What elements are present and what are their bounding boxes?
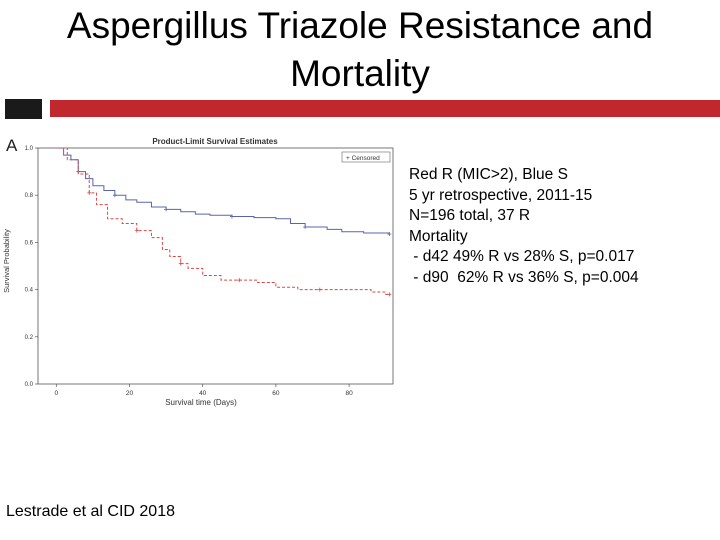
x-tick-label: 80 — [345, 390, 353, 397]
note-line: - d90 62% R vs 36% S, p=0.004 — [409, 268, 639, 286]
censor-mark — [303, 225, 308, 230]
plot-frame — [37, 147, 394, 385]
y-axis: 0.0 0.2 0.4 0.6 0.8 1.0 — [25, 146, 38, 388]
survival-curves — [56, 147, 392, 297]
note-line: Red R (MIC>2), Blue S — [409, 166, 568, 183]
censor-mark — [387, 232, 392, 237]
censor-mark — [164, 207, 169, 212]
censor-mark — [229, 214, 234, 219]
censor-mark — [178, 261, 183, 266]
censor-mark — [134, 228, 139, 233]
note-line: 5 yr retrospective, 2011-15 — [409, 186, 593, 204]
y-axis-label: Survival Probability — [2, 229, 11, 293]
x-tick-label: 60 — [272, 390, 280, 397]
title-rule-red — [50, 100, 720, 117]
title-line-2: Mortality — [290, 53, 430, 94]
x-tick-label: 20 — [126, 390, 134, 397]
y-tick-label: 0.2 — [25, 335, 34, 341]
y-tick-label: 0.0 — [25, 382, 34, 388]
survival-curve-1 — [56, 147, 390, 295]
survival-figure: A Product-Limit Survival Estimates 0 20 40… — [0, 124, 400, 424]
chart-title: Product-Limit Survival Estimates — [152, 137, 278, 146]
title-line-1: Aspergillus Triazole Resistance and — [66, 5, 654, 46]
y-tick-label: 0.8 — [25, 193, 34, 199]
y-tick-label: 0.6 — [25, 240, 34, 246]
note-line: - d42 49% R vs 28% S, p=0.017 — [409, 248, 635, 266]
citation: Lestrade et al CID 2018 — [6, 503, 175, 520]
censor-mark — [87, 190, 92, 195]
legend-box — [341, 151, 391, 163]
study-notes: Red R (MIC>2), Blue S 5 yr retrospective… — [409, 165, 714, 289]
y-tick-label: 1.0 — [25, 146, 34, 152]
legend-label: + Censored — [346, 155, 380, 162]
censor-mark — [237, 278, 242, 283]
x-tick-label: 0 — [54, 390, 58, 397]
x-axis: 0 20 40 60 80 — [54, 384, 353, 397]
censor-mark — [387, 292, 392, 297]
legend: + Censored — [341, 151, 391, 163]
censor-mark — [112, 193, 117, 198]
survival-chart: A Product-Limit Survival Estimates 0 20 40… — [2, 136, 394, 407]
x-tick-label: 40 — [199, 390, 207, 397]
title-rule-dark — [5, 99, 42, 119]
y-tick-label: 0.4 — [25, 288, 34, 294]
note-line: Mortality — [409, 227, 468, 245]
survival-curve-0 — [56, 147, 390, 235]
slide-title: Aspergillus Triazole Resistance and Mort… — [0, 2, 720, 98]
censor-mark — [317, 287, 322, 292]
note-line: N=196 total, 37 R — [409, 207, 531, 225]
x-axis-label: Survival time (Days) — [165, 398, 237, 407]
panel-label: A — [6, 136, 18, 155]
